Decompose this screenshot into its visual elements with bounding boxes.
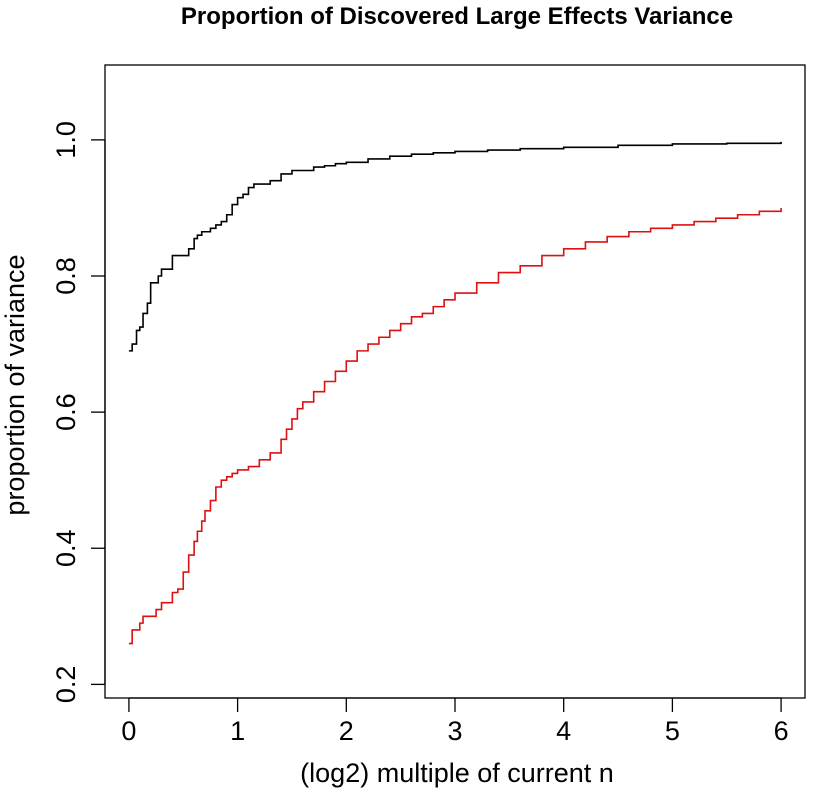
y-axis: 0.2 0.4 0.6 0.8 1.0 [51, 121, 106, 704]
y-tick-label: 0.6 [51, 393, 81, 431]
series-layer [128, 141, 782, 645]
x-tick-label: 6 [774, 716, 789, 746]
x-axis: 0 1 2 3 4 5 6 [121, 697, 789, 746]
y-axis-label: proportion of variance [0, 254, 30, 515]
y-tick-label: 1.0 [51, 121, 81, 159]
chart-title: Proportion of Discovered Large Effects V… [181, 3, 733, 30]
y-tick-label: 0.2 [51, 666, 81, 704]
plot-area-frame [104, 64, 806, 699]
x-tick-label: 5 [665, 716, 680, 746]
series-line-red [128, 207, 782, 645]
x-tick-label: 4 [556, 716, 571, 746]
x-tick-label: 1 [230, 716, 245, 746]
y-tick-label: 0.4 [51, 529, 81, 567]
x-tick-label: 0 [121, 716, 136, 746]
x-tick-label: 2 [339, 716, 354, 746]
x-tick-label: 3 [447, 716, 462, 746]
series-line-black [128, 141, 782, 352]
y-tick-label: 0.8 [51, 257, 81, 295]
x-axis-label: (log2) multiple of current n [300, 758, 614, 788]
